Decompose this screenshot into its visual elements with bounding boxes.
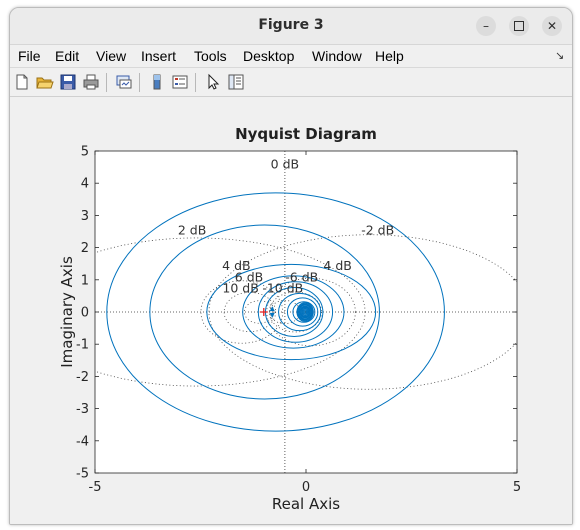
chart-title: Nyquist Diagram — [235, 125, 377, 143]
db-label: -10 dB — [262, 281, 303, 296]
nyquist-curve-segment — [278, 292, 322, 332]
insert-colorbar-icon[interactable] — [148, 73, 166, 91]
db-label: 0 dB — [271, 157, 299, 172]
y-tick-label: 3 — [81, 209, 89, 224]
maximize-button[interactable] — [509, 16, 529, 36]
db-label: 2 dB — [178, 223, 206, 238]
x-axis-label: Real Axis — [272, 495, 340, 513]
print-icon[interactable] — [82, 73, 100, 91]
nyquist-curve-segment — [296, 302, 314, 322]
critical-point-marker — [259, 308, 268, 316]
x-tick-label: -5 — [89, 480, 102, 495]
m-circle — [268, 291, 323, 333]
nyquist-curve-segment — [300, 306, 310, 318]
db-label: -6 dB — [285, 269, 318, 284]
y-axis-label: Imaginary Axis — [58, 256, 76, 368]
insert-legend-icon[interactable] — [171, 73, 189, 91]
db-label: 6 dB — [235, 269, 263, 284]
nyquist-curve-segment — [297, 303, 313, 321]
property-inspector-icon[interactable] — [227, 73, 245, 91]
menu-bar: File Edit View Insert Tools Desktop Wind… — [10, 45, 572, 68]
y-tick-label: -5 — [76, 467, 89, 482]
toolbar-separator — [139, 73, 140, 92]
m-circle — [223, 291, 277, 333]
nyquist-curve-segment — [242, 275, 345, 349]
minimize-icon: – — [483, 19, 489, 33]
x-tick-label: 5 — [513, 480, 521, 495]
open-file-icon[interactable] — [36, 73, 54, 91]
window-title: Figure 3 — [258, 17, 324, 33]
nyquist-curve-segment — [292, 301, 316, 323]
x-tick-label: 0 — [302, 480, 310, 495]
menu-edit[interactable]: Edit — [55, 48, 80, 64]
menu-view[interactable]: View — [96, 48, 127, 64]
y-tick-label: -3 — [76, 402, 89, 417]
maximize-icon — [514, 21, 524, 31]
link-plot-icon[interactable] — [115, 73, 133, 91]
figure-canvas: Nyquist Diagram Real Axis Imaginary Axis… — [10, 97, 572, 524]
minimize-button[interactable]: – — [476, 16, 496, 36]
close-icon: ✕ — [546, 19, 558, 33]
nyquist-curve-segment — [302, 309, 308, 315]
y-tick-label: 5 — [81, 145, 89, 160]
menu-window[interactable]: Window — [312, 48, 362, 64]
direction-arrow — [269, 306, 275, 312]
figure-window: Figure 3 – ✕ File Edit View Insert Tools… — [9, 7, 573, 525]
nyquist-curve-segment — [149, 224, 380, 400]
y-tick-label: 0 — [81, 306, 89, 321]
toolbar-separator — [106, 73, 107, 92]
menu-insert[interactable]: Insert — [141, 48, 177, 64]
nyquist-curve-segment — [303, 310, 307, 314]
save-icon[interactable] — [59, 73, 77, 91]
nyquist-curve-segment — [299, 305, 311, 319]
m-circle — [200, 280, 284, 344]
y-tick-label: -1 — [76, 338, 89, 353]
nyquist-curve-segment — [298, 304, 312, 320]
m-circle — [95, 237, 366, 387]
axis-layer: 5 4 3 2 1 0 -1 -2 -3 -4 -5-5 0 5 — [76, 145, 521, 496]
direction-arrow — [269, 312, 275, 318]
menu-file[interactable]: File — [18, 48, 41, 64]
db-label: 4 dB — [222, 258, 250, 273]
toolbar-separator — [195, 73, 196, 92]
nyquist-curve-segment — [286, 297, 319, 327]
menu-desktop[interactable]: Desktop — [243, 48, 295, 64]
db-label: 10 dB — [222, 281, 258, 296]
y-tick-label: 2 — [81, 241, 89, 256]
db-label: -2 dB — [361, 223, 394, 238]
title-bar[interactable]: Figure 3 – ✕ — [10, 8, 572, 45]
y-tick-label: -4 — [76, 434, 89, 449]
edit-plot-icon[interactable] — [204, 73, 222, 91]
new-figure-icon[interactable] — [13, 73, 31, 91]
nyquist-curve-segment — [301, 307, 309, 317]
m-circle — [243, 300, 275, 324]
y-tick-label: -2 — [76, 370, 89, 385]
y-tick-label: 1 — [81, 273, 89, 288]
menu-help[interactable]: Help — [375, 48, 404, 64]
menu-tools[interactable]: Tools — [194, 48, 227, 64]
y-tick-label: 4 — [81, 177, 89, 192]
nyquist-curve-layer — [106, 192, 445, 432]
figure-toolbar — [10, 68, 572, 97]
nyquist-curve-segment — [106, 192, 445, 432]
nyquist-curve-segment — [206, 263, 377, 361]
db-label: 4 dB — [323, 258, 351, 273]
nyquist-curve-segment — [257, 281, 334, 343]
close-button[interactable]: ✕ — [542, 16, 562, 36]
toolbar-dock-icon[interactable]: ↘ — [555, 49, 565, 62]
nyquist-plot[interactable]: Nyquist Diagram Real Axis Imaginary Axis… — [10, 97, 572, 524]
